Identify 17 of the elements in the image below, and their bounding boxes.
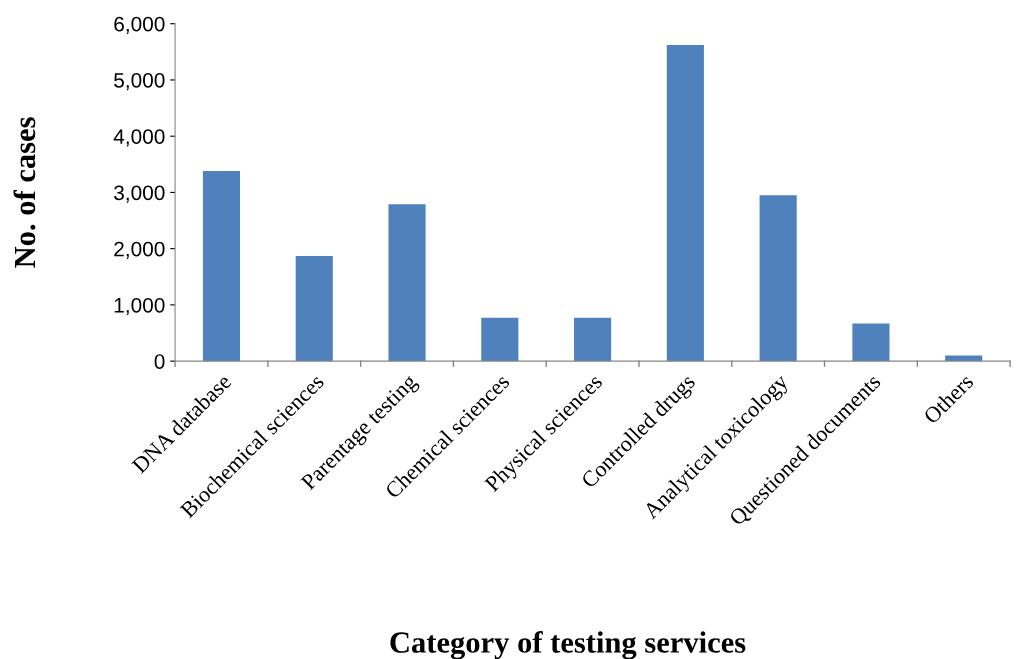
bar (295, 255, 333, 362)
bar (574, 317, 612, 362)
bar (852, 323, 890, 362)
y-tick-label: 6,000 (114, 16, 165, 34)
y-tick-label: 2,000 (114, 241, 165, 259)
bar (666, 45, 704, 362)
y-tick-label: 5,000 (114, 72, 165, 91)
bar (759, 195, 797, 362)
y-tick-label: 0 (154, 354, 165, 369)
bar (481, 317, 519, 362)
y-tick-label: 1,000 (114, 297, 165, 316)
bar (388, 204, 426, 362)
y-tick-label: 4,000 (113, 129, 165, 147)
bar (202, 171, 241, 362)
x-axis-title: Category of testing services (390, 631, 746, 659)
y-axis-title: No. of cases (13, 117, 36, 268)
y-tick-label: 3,000 (114, 185, 165, 203)
